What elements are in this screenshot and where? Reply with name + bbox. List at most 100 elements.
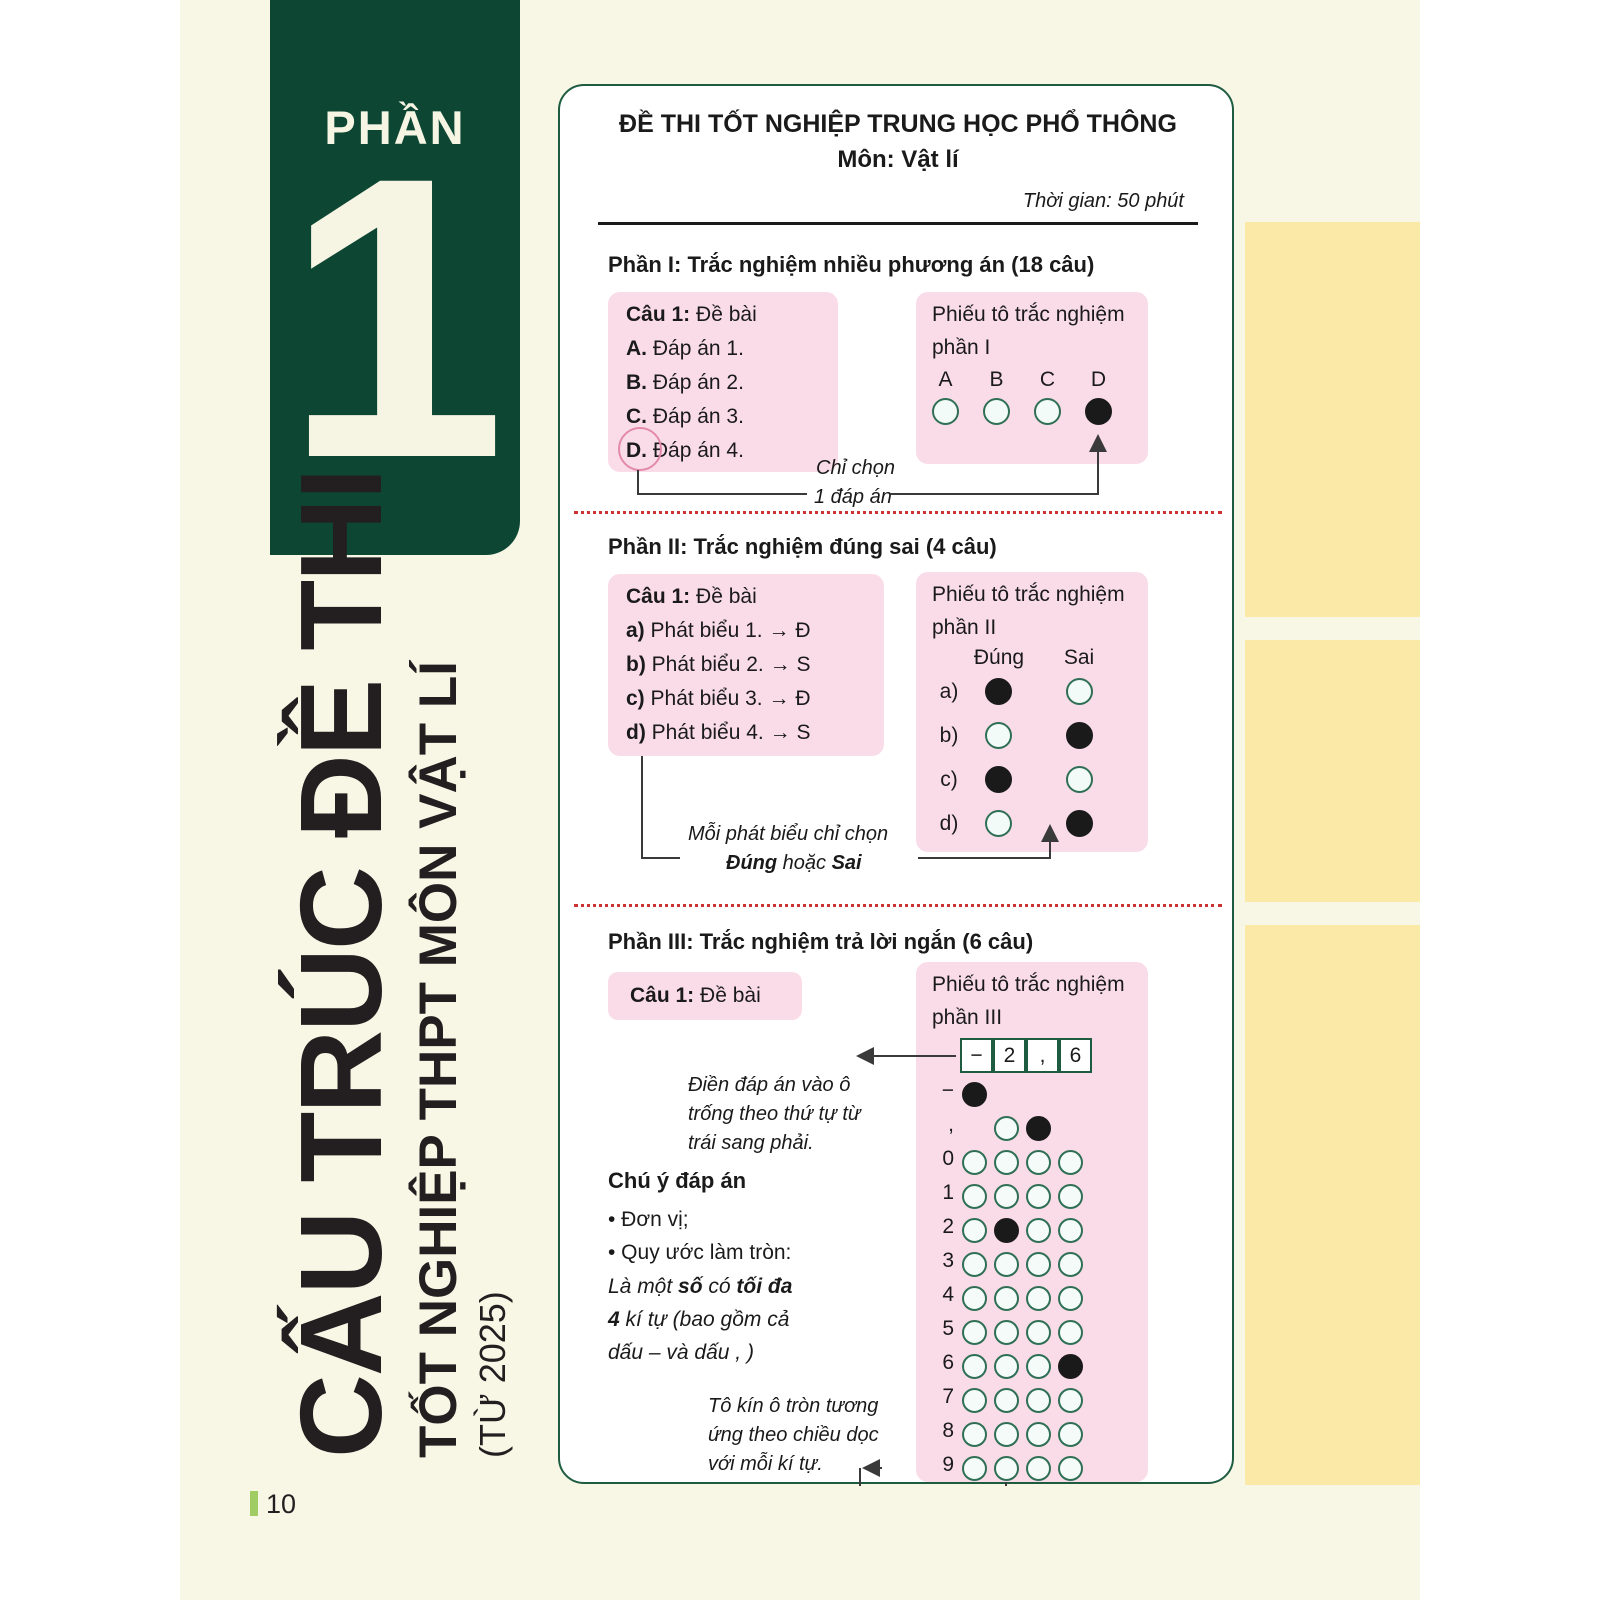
part3-grid-bubble-5-c3[interactable] bbox=[1026, 1320, 1051, 1345]
part2-note-bold-dung: Đúng bbox=[726, 852, 778, 874]
part1-option-text-1: Đáp án 2. bbox=[652, 371, 744, 394]
part3-grid-bubble-7-c3[interactable] bbox=[1026, 1388, 1051, 1413]
part2-heading: Phần II: Trắc nghiệm đúng sai (4 câu) bbox=[608, 534, 997, 559]
part2-bubble-c-dung[interactable] bbox=[985, 766, 1012, 793]
part3-grid-bubble-3-c1[interactable] bbox=[962, 1252, 987, 1277]
part3-grid-bubble-minus-c1[interactable] bbox=[962, 1082, 987, 1107]
part2-col-label-dung: Đúng bbox=[973, 646, 1025, 669]
part3-bottom-note-1: Tô kín ô tròn tương bbox=[708, 1395, 879, 1417]
part1-sheet-title-2: phần I bbox=[932, 336, 991, 359]
part1-bubble-label-A: A bbox=[938, 368, 953, 391]
part3-grid-bubble-5-c4[interactable] bbox=[1058, 1320, 1083, 1345]
part1-bubble-A[interactable] bbox=[932, 398, 959, 425]
part2-bubble-b-dung[interactable] bbox=[985, 722, 1012, 749]
part1-option-key-2: C. bbox=[626, 405, 647, 428]
part1-option-key-1: B. bbox=[626, 371, 647, 394]
part3-grid-bubble-1-c3[interactable] bbox=[1026, 1184, 1051, 1209]
part3-fill-note-1: Điền đáp án vào ô bbox=[688, 1074, 851, 1096]
part3-grid-bubble-8-c4[interactable] bbox=[1058, 1422, 1083, 1447]
part2-note-line-1: Mỗi phát biểu chỉ chọn bbox=[688, 823, 889, 845]
part3-grid-bubble-2-c3[interactable] bbox=[1026, 1218, 1051, 1243]
part3-grid-bubble-3-c4[interactable] bbox=[1058, 1252, 1083, 1277]
part3-grid-bubble-comma-c3[interactable] bbox=[1026, 1116, 1051, 1141]
part3-grid-bubble-0-c3[interactable] bbox=[1026, 1150, 1051, 1175]
part3-grid-bubble-1-c4[interactable] bbox=[1058, 1184, 1083, 1209]
part3-grid-label-9: 9 bbox=[942, 1453, 954, 1476]
part3-grid-bubble-6-c4[interactable] bbox=[1058, 1354, 1083, 1379]
part2-question-box bbox=[608, 574, 884, 756]
part3-grid-bubble-1-c2[interactable] bbox=[994, 1184, 1019, 1209]
part3-answer-box-0[interactable]: − bbox=[960, 1038, 993, 1073]
part3-grid-bubble-8-c1[interactable] bbox=[962, 1422, 987, 1447]
part1-option-text-3: Đáp án 4. bbox=[652, 439, 744, 462]
part3-grid-bubble-7-c4[interactable] bbox=[1058, 1388, 1083, 1413]
part3-grid-label-7: 7 bbox=[942, 1385, 954, 1408]
part3-question-label: Câu 1: bbox=[630, 984, 695, 1007]
part3-grid-bubble-7-c2[interactable] bbox=[994, 1388, 1019, 1413]
part2-bubble-d-sai[interactable] bbox=[1066, 810, 1093, 837]
part3-grid-bubble-2-c2[interactable] bbox=[994, 1218, 1019, 1243]
part3-grid-bubble-comma-c2[interactable] bbox=[994, 1116, 1019, 1141]
part1-bubble-C[interactable] bbox=[1034, 398, 1061, 425]
part2-stmt-arrow-3: → bbox=[769, 721, 791, 744]
part3-grid-bubble-5-c2[interactable] bbox=[994, 1320, 1019, 1345]
part2-bubble-c-sai[interactable] bbox=[1066, 766, 1093, 793]
part1-bubble-B[interactable] bbox=[983, 398, 1010, 425]
part3-grid-label-3: 3 bbox=[942, 1249, 954, 1272]
part2-bubble-a-sai[interactable] bbox=[1066, 678, 1093, 705]
part3-grid-bubble-9-c4[interactable] bbox=[1058, 1456, 1083, 1481]
part2-stmt-key-2: c) bbox=[626, 687, 645, 710]
part3-grid-bubble-2-c1[interactable] bbox=[962, 1218, 987, 1243]
banner-number: 1 bbox=[283, 94, 507, 541]
part3-grid-bubble-2-c4[interactable] bbox=[1058, 1218, 1083, 1243]
part3-answer-box-1[interactable]: 2 bbox=[993, 1038, 1026, 1073]
part3-answer-box-3[interactable]: 6 bbox=[1059, 1038, 1092, 1073]
part1-sheet-title-1: Phiếu tô trắc nghiệm bbox=[932, 303, 1125, 326]
part1-option-text-2: Đáp án 3. bbox=[652, 405, 744, 428]
part3-grid-bubble-6-c3[interactable] bbox=[1026, 1354, 1051, 1379]
part2-stmt-answer-3: S bbox=[796, 721, 811, 744]
part1-bubble-label-B: B bbox=[989, 368, 1004, 391]
part3-grid-bubble-6-c1[interactable] bbox=[962, 1354, 987, 1379]
part2-note-bold-sai: Sai bbox=[831, 852, 862, 874]
part3-grid-bubble-8-c2[interactable] bbox=[994, 1422, 1019, 1447]
part3-grid-bubble-3-c3[interactable] bbox=[1026, 1252, 1051, 1277]
part3-notes-item-2: • Quy ước làm tròn: bbox=[608, 1241, 792, 1264]
part1-bubble-D[interactable] bbox=[1085, 398, 1112, 425]
part3-grid-bubble-5-c1[interactable] bbox=[962, 1320, 987, 1345]
part3-grid-bubble-0-c2[interactable] bbox=[994, 1150, 1019, 1175]
part3-grid-bubble-8-c3[interactable] bbox=[1026, 1422, 1051, 1447]
part2-bubble-d-dung[interactable] bbox=[985, 810, 1012, 837]
part3-grid-bubble-1-c1[interactable] bbox=[962, 1184, 987, 1209]
part3-grid-label-comma: , bbox=[948, 1113, 954, 1136]
exam-subject: Môn: Vật lí bbox=[837, 146, 959, 173]
part1-option-key-0: A. bbox=[626, 337, 647, 360]
part3-notes-em-line-2: 4 kí tự (bao gồm cả bbox=[608, 1303, 789, 1336]
part3-grid-bubble-4-c2[interactable] bbox=[994, 1286, 1019, 1311]
part3-grid-bubble-0-c4[interactable] bbox=[1058, 1150, 1083, 1175]
vertical-title-year: (TỪ 2025) bbox=[472, 1291, 513, 1458]
part3-grid-bubble-4-c3[interactable] bbox=[1026, 1286, 1051, 1311]
part3-grid-bubble-9-c1[interactable] bbox=[962, 1456, 987, 1481]
notes-em-b: số bbox=[678, 1275, 703, 1298]
part1-note-line-1: Chỉ chọn bbox=[816, 457, 895, 479]
part3-question-line: Câu 1: Đề bài bbox=[630, 979, 761, 1013]
part2-bubble-a-dung[interactable] bbox=[985, 678, 1012, 705]
part1-option-text-0: Đáp án 1. bbox=[652, 337, 744, 360]
part3-grid-bubble-7-c1[interactable] bbox=[962, 1388, 987, 1413]
part3-grid-bubble-0-c1[interactable] bbox=[962, 1150, 987, 1175]
part3-grid-bubble-3-c2[interactable] bbox=[994, 1252, 1019, 1277]
part3-notes-heading: Chú ý đáp án bbox=[608, 1168, 747, 1193]
part3-grid-bubble-4-c1[interactable] bbox=[962, 1286, 987, 1311]
part3-grid-bubble-9-c3[interactable] bbox=[1026, 1456, 1051, 1481]
part3-grid-bubble-9-c2[interactable] bbox=[994, 1456, 1019, 1481]
part3-grid-bubble-4-c4[interactable] bbox=[1058, 1286, 1083, 1311]
part1-question-label: Câu 1: bbox=[626, 303, 691, 326]
part2-note-mid: hoặc bbox=[777, 852, 832, 874]
part3-grid-bubble-6-c2[interactable] bbox=[994, 1354, 1019, 1379]
part2-bubble-b-sai[interactable] bbox=[1066, 722, 1093, 749]
part2-stmt-key-1: b) bbox=[626, 653, 646, 676]
part2-note-line-2: Đúng hoặc Sai bbox=[720, 849, 868, 878]
part3-answer-box-2[interactable]: , bbox=[1026, 1038, 1059, 1073]
decorative-yellow-band-2 bbox=[1245, 640, 1420, 902]
